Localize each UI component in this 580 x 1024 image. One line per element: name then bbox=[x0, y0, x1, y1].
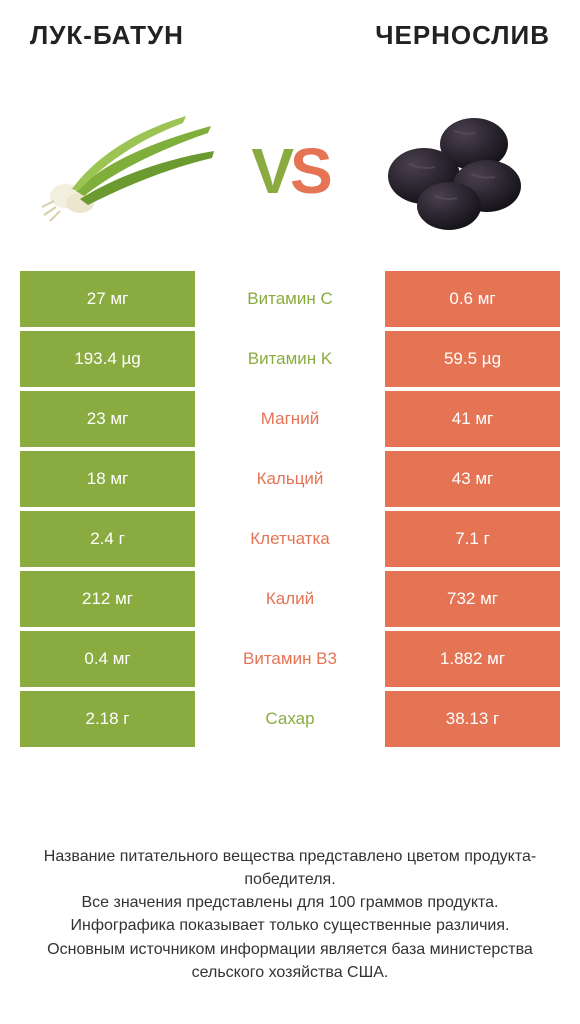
value-left: 18 мг bbox=[20, 451, 195, 507]
value-left: 2.4 г bbox=[20, 511, 195, 567]
comparison-row: 27 мгВитамин C0.6 мг bbox=[20, 271, 560, 327]
value-right: 0.6 мг bbox=[385, 271, 560, 327]
nutrient-label: Калий bbox=[195, 571, 385, 627]
value-right: 38.13 г bbox=[385, 691, 560, 747]
vs-s: S bbox=[290, 135, 329, 207]
value-right: 1.882 мг bbox=[385, 631, 560, 687]
footer-l3: Инфографика показывает только существенн… bbox=[20, 914, 560, 937]
nutrient-label: Витамин K bbox=[195, 331, 385, 387]
value-left: 212 мг bbox=[20, 571, 195, 627]
comparison-rows: 27 мгВитамин C0.6 мг193.4 µgВитамин K59.… bbox=[0, 271, 580, 751]
nutrient-label: Витамин B3 bbox=[195, 631, 385, 687]
value-left: 27 мг bbox=[20, 271, 195, 327]
scallion-icon bbox=[20, 101, 231, 241]
vs-v: V bbox=[251, 135, 290, 207]
footer-l2: Все значения представлены для 100 граммо… bbox=[20, 891, 560, 914]
nutrient-label: Кальций bbox=[195, 451, 385, 507]
prune-icon bbox=[349, 101, 560, 241]
vs-label: VS bbox=[251, 134, 328, 208]
nutrient-label: Сахар bbox=[195, 691, 385, 747]
title-left: ЛУК-БАТУН bbox=[30, 20, 290, 51]
value-right: 59.5 µg bbox=[385, 331, 560, 387]
hero: VS bbox=[0, 61, 580, 271]
comparison-row: 2.4 гКлетчатка7.1 г bbox=[20, 511, 560, 567]
footer-note: Название питательного вещества представл… bbox=[0, 821, 580, 1024]
comparison-row: 2.18 гСахар38.13 г bbox=[20, 691, 560, 747]
footer-l1: Название питательного вещества представл… bbox=[20, 845, 560, 891]
comparison-row: 18 мгКальций43 мг bbox=[20, 451, 560, 507]
value-left: 23 мг bbox=[20, 391, 195, 447]
nutrient-label: Витамин C bbox=[195, 271, 385, 327]
titles: ЛУК-БАТУН ЧЕРНОСЛИВ bbox=[0, 0, 580, 61]
value-right: 43 мг bbox=[385, 451, 560, 507]
nutrient-label: Клетчатка bbox=[195, 511, 385, 567]
value-right: 732 мг bbox=[385, 571, 560, 627]
title-right: ЧЕРНОСЛИВ bbox=[290, 20, 550, 51]
value-right: 41 мг bbox=[385, 391, 560, 447]
value-right: 7.1 г bbox=[385, 511, 560, 567]
comparison-row: 193.4 µgВитамин K59.5 µg bbox=[20, 331, 560, 387]
comparison-row: 212 мгКалий732 мг bbox=[20, 571, 560, 627]
value-left: 193.4 µg bbox=[20, 331, 195, 387]
comparison-row: 23 мгМагний41 мг bbox=[20, 391, 560, 447]
value-left: 2.18 г bbox=[20, 691, 195, 747]
nutrient-label: Магний bbox=[195, 391, 385, 447]
footer-l4: Основным источником информации является … bbox=[20, 938, 560, 984]
comparison-row: 0.4 мгВитамин B31.882 мг bbox=[20, 631, 560, 687]
value-left: 0.4 мг bbox=[20, 631, 195, 687]
comparison-infographic: ЛУК-БАТУН ЧЕРНОСЛИВ VS bbox=[0, 0, 580, 1024]
